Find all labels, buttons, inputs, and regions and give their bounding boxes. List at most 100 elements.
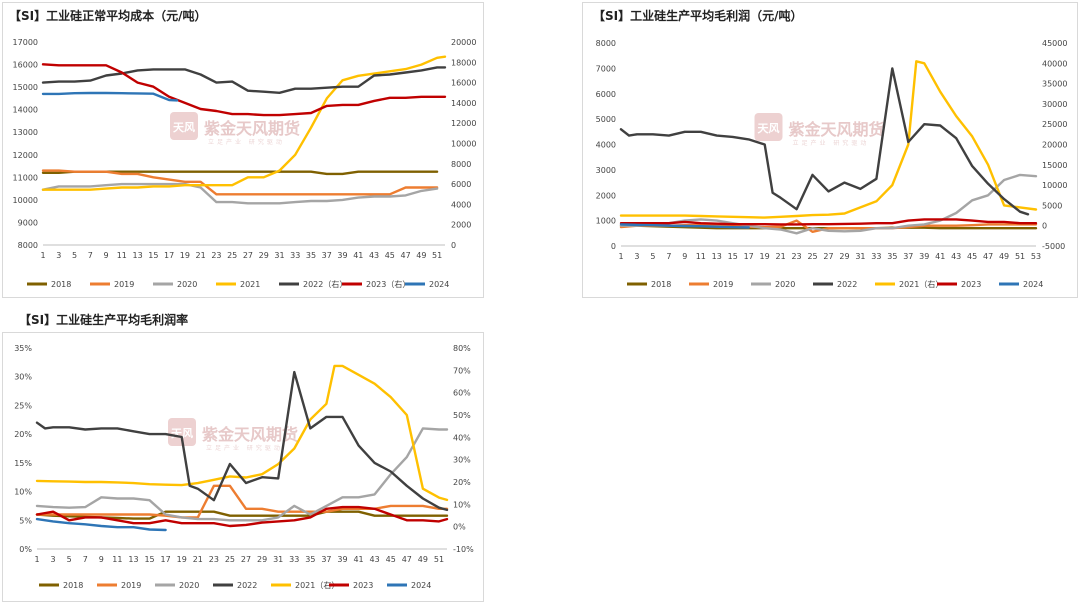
legend-label-2023: 2023（右） bbox=[366, 279, 410, 289]
y-right-tick-label: 20000 bbox=[1042, 141, 1067, 150]
x-tick-label: 27 bbox=[241, 555, 251, 564]
y-right-tick-label: 8000 bbox=[451, 160, 471, 169]
y-right-tick-label: 0 bbox=[1042, 222, 1047, 231]
x-tick-label: 9 bbox=[104, 251, 109, 260]
y-right-tick-label: -5000 bbox=[1042, 242, 1065, 251]
y-left-tick-label: 12000 bbox=[13, 151, 38, 160]
x-tick-label: 21 bbox=[193, 555, 203, 564]
x-tick-label: 1 bbox=[618, 252, 623, 261]
series-line-2020 bbox=[619, 173, 1038, 235]
watermark-seal-text: 天风 bbox=[758, 121, 780, 135]
y-right-tick-label: 30000 bbox=[1042, 100, 1067, 109]
y-left-tick-label: 35% bbox=[14, 344, 32, 353]
legend-label-2020: 2020 bbox=[177, 280, 197, 289]
y-right-tick-label: 45000 bbox=[1042, 39, 1067, 48]
legend-label-2024: 2024 bbox=[429, 280, 449, 289]
chart-panel-profit: 【SI】工业硅生产平均毛利润（元/吨） 天风 紫金天风期货 立足产业 研究驱动 0 10… bbox=[582, 2, 1078, 298]
x-tick-label: 23 bbox=[209, 555, 219, 564]
watermark-brand: 紫金天风期货 bbox=[789, 120, 885, 139]
series-line-2020 bbox=[35, 427, 449, 522]
series-line-2021 bbox=[35, 364, 449, 502]
x-tick-label: 51 bbox=[1015, 252, 1025, 261]
y-right-tick-label: 16000 bbox=[451, 79, 476, 88]
x-tick-label: 49 bbox=[999, 252, 1009, 261]
y-left-tick-label: 0 bbox=[611, 242, 616, 251]
y-right-tick-label: 30% bbox=[453, 456, 471, 465]
y-right-tick-label: 12000 bbox=[451, 119, 476, 128]
series-line-2022 bbox=[619, 67, 1030, 216]
chart-title: 【SI】工业硅生产平均毛利润率 bbox=[19, 313, 189, 327]
series-line-2022 bbox=[35, 370, 449, 512]
watermark-brand: 紫金天风期货 bbox=[204, 119, 300, 138]
watermark-slogan: 立足产业 研究驱动 bbox=[206, 444, 283, 452]
series-line-2024 bbox=[619, 223, 750, 229]
y-right-tick-label: 0 bbox=[451, 241, 456, 250]
x-tick-label: 1 bbox=[34, 555, 39, 564]
y-right-tick-label: 35000 bbox=[1042, 80, 1067, 89]
x-tick-label: 25 bbox=[807, 252, 817, 261]
x-tick-label: 25 bbox=[225, 555, 235, 564]
x-tick-label: 51 bbox=[434, 555, 444, 564]
y-right-tick-label: 60% bbox=[453, 389, 471, 398]
watermark-slogan: 立足产业 研究驱动 bbox=[793, 139, 870, 147]
legend-label-2018: 2018 bbox=[51, 280, 71, 289]
y-right-tick-label: 50% bbox=[453, 411, 471, 420]
y-left-tick-label: 8000 bbox=[596, 39, 616, 48]
x-tick-label: 3 bbox=[56, 251, 61, 260]
y-left-tick-label: 3000 bbox=[596, 166, 616, 175]
x-tick-label: 9 bbox=[99, 555, 104, 564]
x-tick-label: 9 bbox=[682, 252, 687, 261]
x-tick-label: 33 bbox=[290, 251, 300, 260]
y-right-tick-label: 40000 bbox=[1042, 59, 1067, 68]
series-line-2023 bbox=[619, 218, 1038, 226]
x-tick-label: 19 bbox=[177, 555, 187, 564]
watermark-slogan: 立足产业 研究驱动 bbox=[208, 138, 285, 146]
y-right-tick-label: 80% bbox=[453, 344, 471, 353]
x-tick-label: 37 bbox=[903, 252, 913, 261]
x-tick-label: 31 bbox=[274, 251, 284, 260]
legend-label-2020: 2020 bbox=[775, 280, 795, 289]
y-right-tick-label: 14000 bbox=[451, 99, 476, 108]
y-left-tick-label: 7000 bbox=[596, 64, 616, 73]
x-tick-label: 19 bbox=[760, 252, 770, 261]
series-line-2019 bbox=[41, 169, 439, 196]
y-left-tick-label: 30% bbox=[14, 373, 32, 382]
y-left-tick-label: 8000 bbox=[18, 241, 38, 250]
legend-label-2024: 2024 bbox=[411, 581, 431, 590]
y-left-tick-label: 15% bbox=[14, 459, 32, 468]
x-tick-label: 15 bbox=[728, 252, 738, 261]
x-tick-label: 51 bbox=[432, 251, 442, 260]
x-tick-label: 17 bbox=[744, 252, 754, 261]
x-tick-label: 43 bbox=[951, 252, 961, 261]
x-tick-label: 5 bbox=[67, 555, 72, 564]
chart-title: 【SI】工业硅生产平均毛利润（元/吨） bbox=[593, 9, 803, 23]
x-tick-label: 35 bbox=[306, 251, 316, 260]
x-tick-label: 25 bbox=[227, 251, 237, 260]
watermark-seal-text: 天风 bbox=[173, 120, 195, 134]
y-left-tick-label: 25% bbox=[14, 401, 32, 410]
legend-label-2018: 2018 bbox=[63, 581, 83, 590]
x-tick-label: 53 bbox=[1031, 252, 1041, 261]
y-right-tick-label: 0% bbox=[453, 523, 466, 532]
x-tick-label: 15 bbox=[148, 251, 158, 260]
legend-label-2024: 2024 bbox=[1023, 280, 1043, 289]
y-left-tick-label: 5% bbox=[19, 516, 32, 525]
x-tick-label: 47 bbox=[983, 252, 993, 261]
x-tick-label: 7 bbox=[83, 555, 88, 564]
y-left-tick-label: 11000 bbox=[13, 173, 38, 182]
legend-label-2022: 2022（右） bbox=[303, 279, 347, 289]
x-tick-label: 37 bbox=[321, 555, 331, 564]
legend-label-2019: 2019 bbox=[121, 581, 141, 590]
y-right-tick-label: 15000 bbox=[1042, 161, 1067, 170]
x-tick-label: 27 bbox=[823, 252, 833, 261]
x-tick-label: 3 bbox=[634, 252, 639, 261]
chart-panel-cost: 【SI】工业硅正常平均成本（元/吨） 天风 紫金天风期货 立足产业 研究驱动 8000… bbox=[2, 2, 484, 298]
watermark-brand: 紫金天风期货 bbox=[202, 425, 298, 444]
legend-label-2019: 2019 bbox=[114, 280, 134, 289]
y-left-tick-label: 6000 bbox=[596, 90, 616, 99]
x-tick-label: 45 bbox=[386, 555, 396, 564]
legend-label-2022: 2022 bbox=[237, 581, 257, 590]
y-right-tick-label: 5000 bbox=[1042, 201, 1062, 210]
y-left-tick-label: 10% bbox=[14, 488, 32, 497]
y-right-tick-label: 2000 bbox=[451, 221, 471, 230]
